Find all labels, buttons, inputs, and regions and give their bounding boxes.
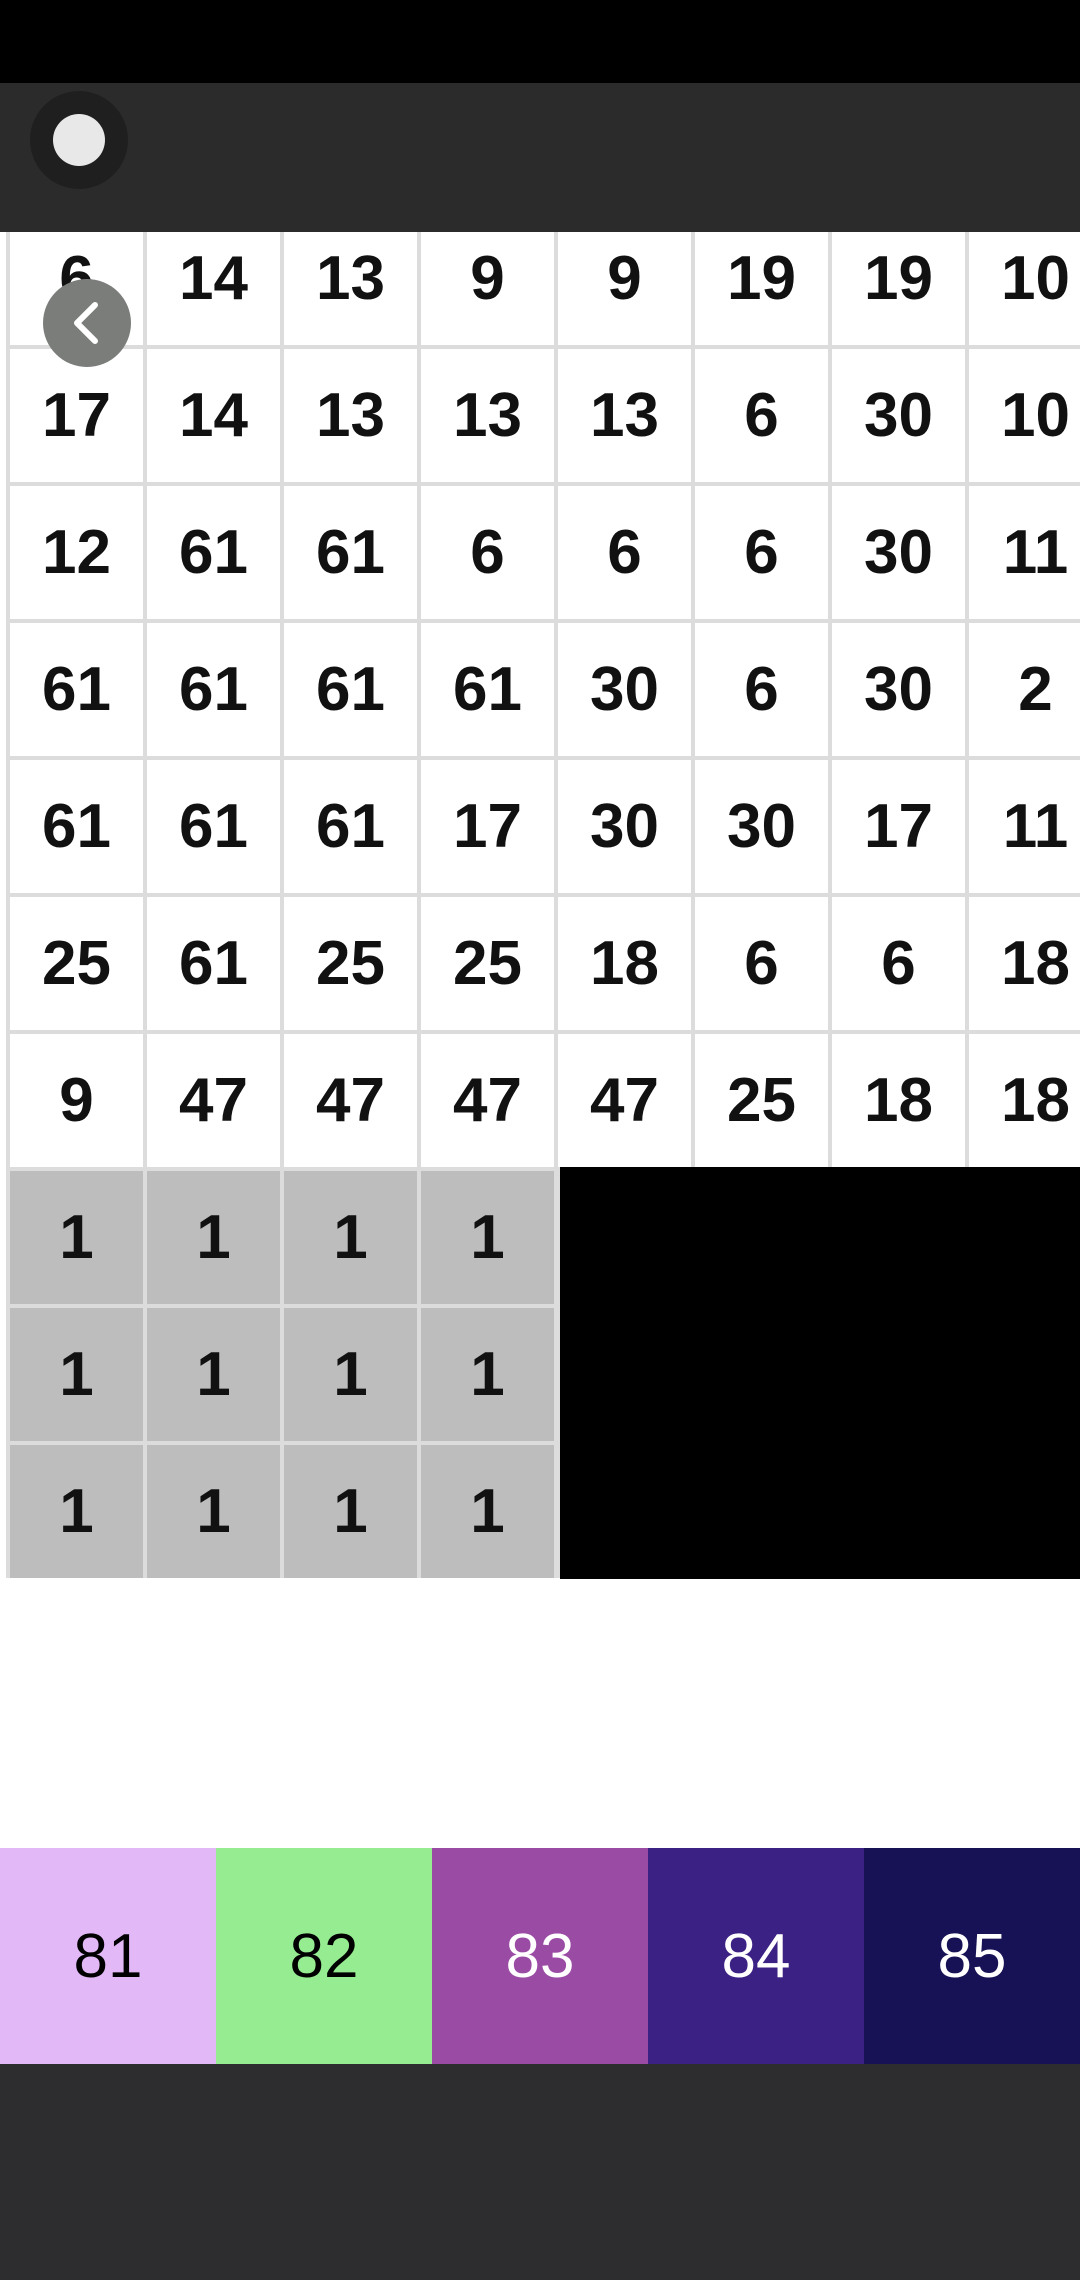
palette-color-83[interactable]: 83: [432, 1848, 648, 2064]
grid-cell[interactable]: 30: [832, 486, 965, 619]
grid-cell[interactable]: 25: [10, 897, 143, 1030]
grid-cell-filled[interactable]: 1: [421, 1308, 554, 1441]
grid-cell[interactable]: 61: [10, 760, 143, 893]
grid-cell[interactable]: 6: [695, 897, 828, 1030]
grid-cell[interactable]: 17: [10, 349, 143, 482]
grid-cell[interactable]: 47: [421, 1034, 554, 1167]
grid-cell[interactable]: 61: [147, 897, 280, 1030]
grid-cell[interactable]: 30: [695, 760, 828, 893]
grid-cell[interactable]: 12: [10, 486, 143, 619]
grid-cell[interactable]: 6: [695, 623, 828, 756]
grid-cell[interactable]: 19: [832, 232, 965, 345]
palette-color-82[interactable]: 82: [216, 1848, 432, 2064]
grid-cell-filled[interactable]: 1: [10, 1445, 143, 1578]
palette-label: 83: [505, 1921, 575, 1991]
grid-cell[interactable]: 9: [558, 232, 691, 345]
palette-label: 85: [937, 1921, 1007, 1991]
grid-cell[interactable]: 2: [969, 623, 1080, 756]
palette-color-81[interactable]: 81: [0, 1848, 216, 2064]
grid-cell-filled[interactable]: 1: [421, 1445, 554, 1578]
grid-cell[interactable]: 13: [284, 349, 417, 482]
grid-cell[interactable]: 61: [147, 760, 280, 893]
grid-cell[interactable]: 25: [695, 1034, 828, 1167]
top-toolbar: [0, 83, 1080, 232]
grid-cell[interactable]: 11: [969, 486, 1080, 619]
grid-cell[interactable]: 17: [832, 760, 965, 893]
grid-cell[interactable]: 25: [421, 897, 554, 1030]
menu-button[interactable]: [30, 91, 128, 189]
grid-cell[interactable]: 30: [832, 623, 965, 756]
palette-label: 84: [721, 1921, 791, 1991]
grid-cell-filled[interactable]: 1: [147, 1445, 280, 1578]
palette-color-84[interactable]: 84: [648, 1848, 864, 2064]
grid-cell[interactable]: 6: [695, 486, 828, 619]
grid-cell[interactable]: 19: [695, 232, 828, 345]
grid-cell[interactable]: 61: [421, 623, 554, 756]
grid-cell-filled[interactable]: 1: [284, 1308, 417, 1441]
grid-cell-filled[interactable]: 1: [284, 1171, 417, 1304]
grid-cell[interactable]: 10: [969, 232, 1080, 345]
grid-cell[interactable]: 18: [969, 1034, 1080, 1167]
number-grid: 6 14 13 9 9 19 19 10 17 14 13 13 13 6 30 10 12 61 61 6 6 6 30 1…: [6, 232, 1080, 1578]
grid-cell[interactable]: 13: [558, 349, 691, 482]
palette-label: 81: [73, 1921, 143, 1991]
grid-cell[interactable]: 47: [558, 1034, 691, 1167]
palette-color-85[interactable]: 85: [864, 1848, 1080, 2064]
grid-cell[interactable]: 61: [10, 623, 143, 756]
grid-cell[interactable]: 6: [558, 486, 691, 619]
grid-cell[interactable]: 14: [147, 349, 280, 482]
color-palette: 81 82 83 84 85: [0, 1848, 1080, 2064]
grid-cell-filled[interactable]: 1: [10, 1171, 143, 1304]
grid-cell[interactable]: 13: [421, 349, 554, 482]
bottom-bar: [0, 2064, 1080, 2280]
grid-cell-filled[interactable]: 1: [284, 1445, 417, 1578]
grid-cell[interactable]: 11: [969, 760, 1080, 893]
puzzle-grid-area: 6 14 13 9 9 19 19 10 17 14 13 13 13 6 30 10 12 61 61 6 6 6 30 1…: [0, 232, 1080, 1847]
grid-cell[interactable]: 14: [147, 232, 280, 345]
grid-cell[interactable]: 61: [147, 486, 280, 619]
grid-cell[interactable]: 61: [284, 486, 417, 619]
grid-cell[interactable]: 18: [832, 1034, 965, 1167]
grid-cell-filled[interactable]: 1: [147, 1171, 280, 1304]
grid-cell[interactable]: 18: [969, 897, 1080, 1030]
grid-cell[interactable]: 47: [284, 1034, 417, 1167]
grid-cell[interactable]: 61: [147, 623, 280, 756]
grid-cell[interactable]: 6: [695, 349, 828, 482]
grid-cell[interactable]: 61: [284, 623, 417, 756]
grid-cell[interactable]: 18: [558, 897, 691, 1030]
grid-cell[interactable]: 6: [421, 486, 554, 619]
grid-cell[interactable]: 17: [421, 760, 554, 893]
grid-cell[interactable]: 30: [558, 623, 691, 756]
grid-cell[interactable]: 61: [284, 760, 417, 893]
grid-cell-filled[interactable]: 1: [147, 1308, 280, 1441]
grid-cell[interactable]: 9: [421, 232, 554, 345]
grid-cell[interactable]: 10: [969, 349, 1080, 482]
back-button[interactable]: [43, 279, 131, 367]
chevron-left-icon: [74, 302, 98, 344]
circle-menu-icon: [53, 114, 105, 166]
grid-cell[interactable]: 25: [284, 897, 417, 1030]
grid-cell[interactable]: 13: [284, 232, 417, 345]
status-bar: [0, 0, 1080, 83]
grid-cell[interactable]: 47: [147, 1034, 280, 1167]
grid-cell[interactable]: 30: [832, 349, 965, 482]
grid-cell[interactable]: 9: [10, 1034, 143, 1167]
grid-cell-filled[interactable]: 1: [421, 1171, 554, 1304]
grid-cell[interactable]: 30: [558, 760, 691, 893]
palette-label: 82: [289, 1921, 359, 1991]
grid-cell[interactable]: 6: [832, 897, 965, 1030]
unfilled-region: [560, 1167, 1080, 1579]
grid-cell-filled[interactable]: 1: [10, 1308, 143, 1441]
